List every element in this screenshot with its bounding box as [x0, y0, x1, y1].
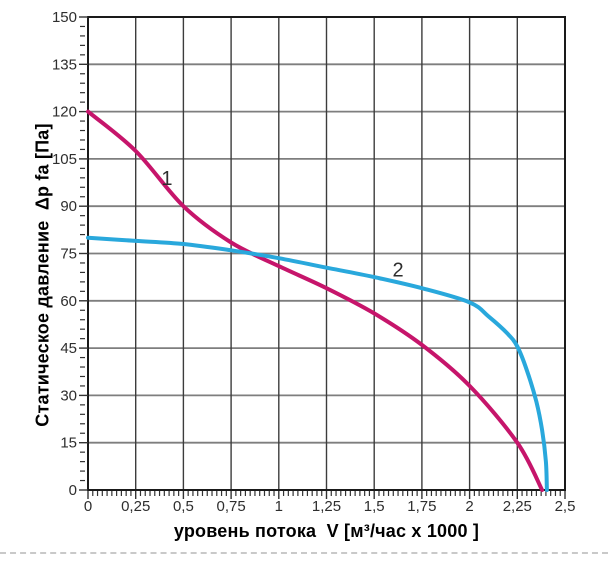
y-tick-label: 150	[52, 9, 77, 26]
curve-2: 2	[86, 235, 549, 492]
y-tick-label: 75	[60, 246, 77, 263]
x-tick-label: 0	[84, 498, 92, 515]
curve-2-line	[86, 235, 549, 492]
x-tick-label: 0,75	[216, 498, 245, 515]
x-axis: 0 0,25 0,5 0,75 1 1,25 1,5 1,75 2 2,25 2,5	[84, 491, 576, 515]
x-tick-label: 0,25	[121, 498, 150, 515]
y-tick-label: 0	[69, 482, 77, 499]
y-tick-label: 45	[60, 340, 77, 357]
curve-1-line	[86, 109, 545, 492]
x-axis-title: уровень потока V [м³/час x 1000 ]	[173, 521, 480, 541]
x-tick-label: 2	[465, 498, 473, 515]
x-tick-label: 0,5	[173, 498, 194, 515]
x-tick-label: 1,5	[364, 498, 385, 515]
y-tick-label: 30	[60, 387, 77, 404]
curve-1-label: 1	[161, 168, 172, 190]
grid	[88, 17, 565, 490]
x-tick-label: 2,25	[503, 498, 532, 515]
x-tick-label: 1	[275, 498, 283, 515]
y-tick-label: 15	[60, 435, 77, 452]
bottom-divider	[0, 552, 608, 554]
y-tick-label: 135	[52, 56, 77, 73]
curve-1: 1	[86, 109, 545, 492]
x-tick-label: 1,25	[312, 498, 341, 515]
y-axis: 0 15 30 45 60 75 90 105 120 135 150	[52, 9, 88, 499]
y-axis-title: Статическое давление Δp fa [Па]	[32, 123, 53, 427]
curve-2-label: 2	[392, 259, 403, 281]
y-tick-label: 90	[60, 198, 77, 215]
y-tick-label: 105	[52, 151, 77, 168]
y-tick-label: 120	[52, 104, 77, 121]
x-tick-label: 2,5	[555, 498, 576, 515]
y-tick-label: 60	[60, 293, 77, 310]
x-tick-label: 1,75	[407, 498, 436, 515]
